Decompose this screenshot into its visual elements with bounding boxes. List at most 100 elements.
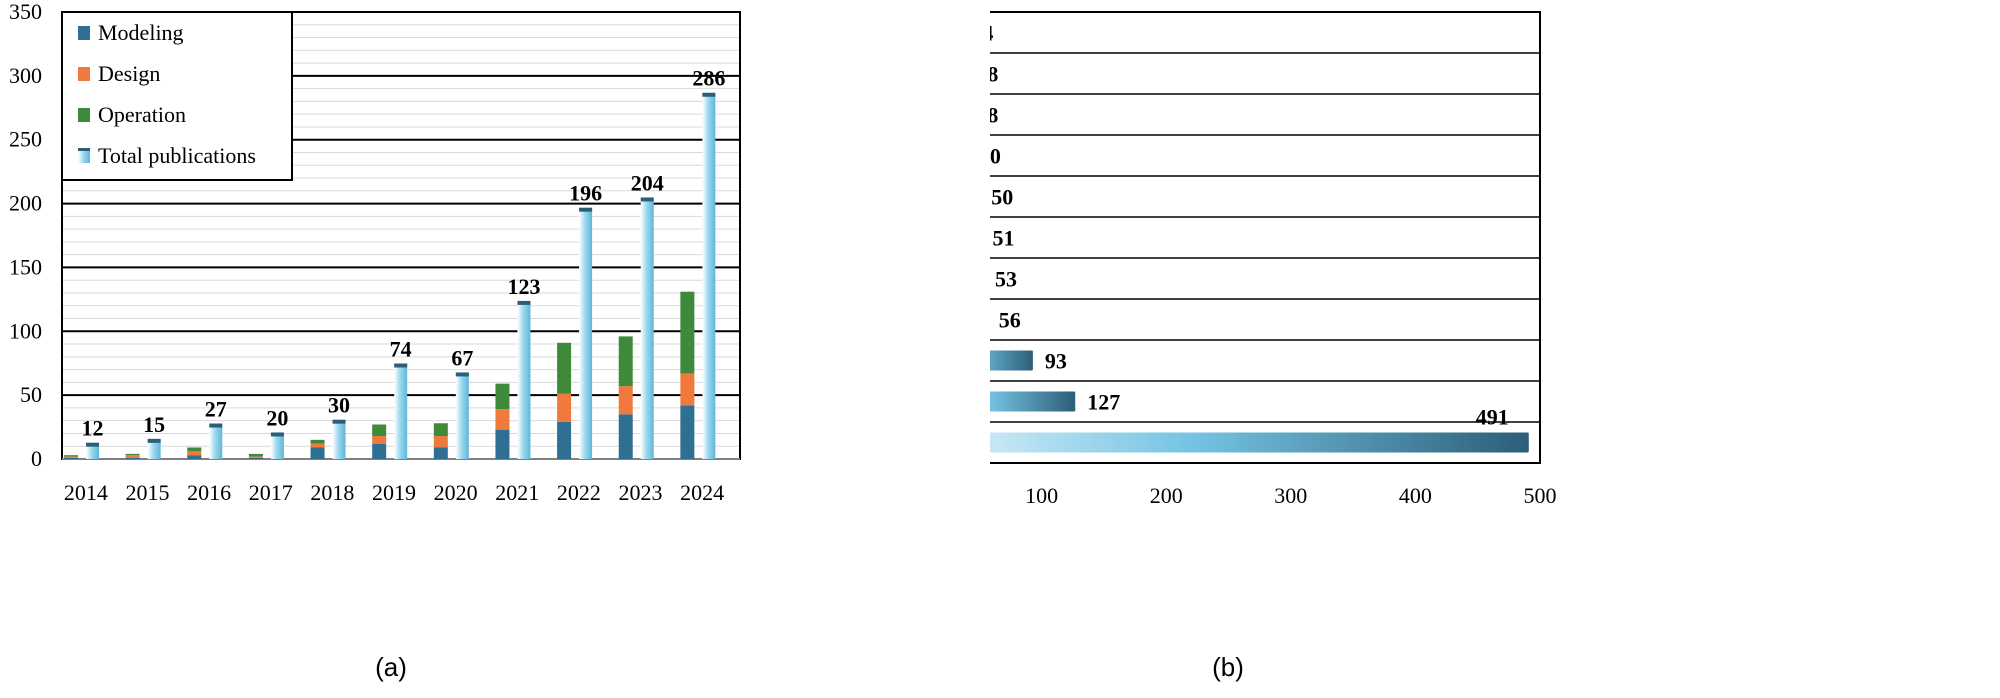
legend-swatch-total-publications <box>78 149 90 163</box>
bar-modeling-2016 <box>187 455 202 459</box>
bar-operation-2021 <box>495 383 510 410</box>
bar-design-2017 <box>248 456 263 458</box>
bar-operation-2017 <box>248 453 263 457</box>
y-tick-label: 150 <box>9 254 42 279</box>
x-tick-label: 300 <box>1274 483 1307 508</box>
bar-total-2024 <box>702 93 716 459</box>
bar-operation-2014 <box>64 455 78 457</box>
data-label-australia: 34 <box>990 21 993 46</box>
bar-modeling-2024 <box>680 405 695 459</box>
bar-design-2023 <box>618 386 633 415</box>
x-tick-label: 2014 <box>64 480 108 505</box>
legend-swatch-operation <box>78 108 90 122</box>
bar-total-2021 <box>517 301 531 459</box>
x-tick-label: 2020 <box>434 480 478 505</box>
x-tick-label: 2023 <box>619 480 663 505</box>
y-tick-label: 350 <box>9 0 42 24</box>
x-tick-label: 500 <box>1524 483 1557 508</box>
bar-modeling-2023 <box>618 414 633 459</box>
bar-modeling-2020 <box>433 447 448 459</box>
bar-total-2017 <box>270 433 284 459</box>
chart-b-gridlines <box>990 11 1541 464</box>
y-tick-label: 300 <box>9 63 42 88</box>
data-label-italy: 40 <box>990 144 1001 169</box>
legend-label-total-publications: Total publications <box>98 143 256 168</box>
bar-design-2020 <box>433 436 448 448</box>
data-label-2015: 15 <box>143 412 165 437</box>
y-tick-label: 0 <box>31 446 42 471</box>
chart-b-data-labels: 34 38 38 40 50 51 53 56 93 127 491 <box>990 21 1509 430</box>
data-label-2024: 286 <box>692 66 725 91</box>
bar-modeling-2014 <box>64 457 78 459</box>
bar-modeling-2018 <box>310 447 325 459</box>
bar-total-2014 <box>86 443 99 459</box>
chart-a-bars <box>64 92 716 459</box>
bar-design-2015 <box>125 455 140 458</box>
data-label-china: 491 <box>1476 405 1509 430</box>
bar-total-cap-2019 <box>394 363 408 368</box>
x-tick-label: 100 <box>1025 483 1058 508</box>
bar-total-cap-2014 <box>86 442 99 447</box>
bar-total-2018 <box>332 420 346 459</box>
bar-modeling-2015 <box>125 457 140 459</box>
bar-total-cap-2023 <box>640 197 654 202</box>
x-tick-label: 2018 <box>310 480 354 505</box>
bar-operation-2016 <box>187 447 202 452</box>
bar-total-cap-2018 <box>332 419 346 424</box>
y-tick-label: 200 <box>9 191 42 216</box>
x-tick-label: 2019 <box>372 480 416 505</box>
x-tick-label: 2021 <box>495 480 539 505</box>
bar-modeling-2017 <box>248 457 263 459</box>
bar-design-2018 <box>310 443 325 448</box>
legend-label-design: Design <box>98 61 160 86</box>
data-label-denmark: 38 <box>990 62 998 87</box>
chart-a-x-axis: 2014 2015 2016 2017 2018 2019 2020 2021 2022 2023… <box>64 480 724 505</box>
data-label-2022: 196 <box>569 181 602 206</box>
legend-label-modeling: Modeling <box>98 20 184 45</box>
chart-b: 0100200300400500 AustraliaDenmarkCanadaI… <box>990 11 1557 682</box>
plot-frame <box>990 11 1541 464</box>
bar-operation-2020 <box>433 423 448 437</box>
bar-design-2014 <box>64 456 78 458</box>
bar-design-2016 <box>187 451 202 456</box>
bar-design-2021 <box>495 409 510 430</box>
bar-operation-2019 <box>372 424 387 437</box>
bar-total-cap-2017 <box>270 432 284 437</box>
x-tick-label: 2015 <box>125 480 169 505</box>
bar-design-2022 <box>557 393 572 422</box>
bar-operation-2022 <box>557 342 572 394</box>
data-label-india: 127 <box>1087 390 1120 415</box>
bar-total-2015 <box>147 439 161 459</box>
legend-box <box>61 11 293 181</box>
data-label-saudi-arabia: 53 <box>995 267 1017 292</box>
bar-total-2019 <box>394 364 408 459</box>
bar-usa <box>990 350 1033 371</box>
bar-design-2024 <box>680 373 695 406</box>
bar-design-2019 <box>372 436 387 444</box>
bar-total-2022 <box>579 208 593 459</box>
bar-total-cap-2021 <box>517 300 531 305</box>
y-tick-label: 250 <box>9 127 42 152</box>
bar-total-cap-2020 <box>455 372 469 377</box>
data-label-2016: 27 <box>205 397 227 422</box>
bar-operation-2023 <box>618 336 633 387</box>
legend-swatch-design <box>78 67 90 81</box>
bar-total-cap-2016 <box>209 423 223 428</box>
data-label-canada: 38 <box>990 103 998 128</box>
x-tick-label: 200 <box>1150 483 1183 508</box>
data-label-uk: 56 <box>999 308 1021 333</box>
chart-a-panel-label: (a) <box>375 652 407 682</box>
x-tick-label: 2017 <box>249 480 293 505</box>
data-label-2020: 67 <box>451 345 473 370</box>
y-tick-label: 50 <box>20 382 42 407</box>
bar-modeling-2019 <box>372 443 387 459</box>
chart-b-x-axis: 0100200300400500 <box>1025 483 1557 508</box>
bar-total-cap-2015 <box>147 438 161 443</box>
data-label-2023: 204 <box>631 170 664 195</box>
chart-a-data-labels: 12 15 27 20 30 74 67 123 196 204 286 <box>82 66 726 441</box>
x-tick-label: 2016 <box>187 480 231 505</box>
chart-b-panel-label: (b) <box>1212 652 1244 682</box>
data-label-germany: 51 <box>993 226 1015 251</box>
chart-a-y-axis: 0 50 100 150 200 250 300 350 <box>9 0 42 471</box>
